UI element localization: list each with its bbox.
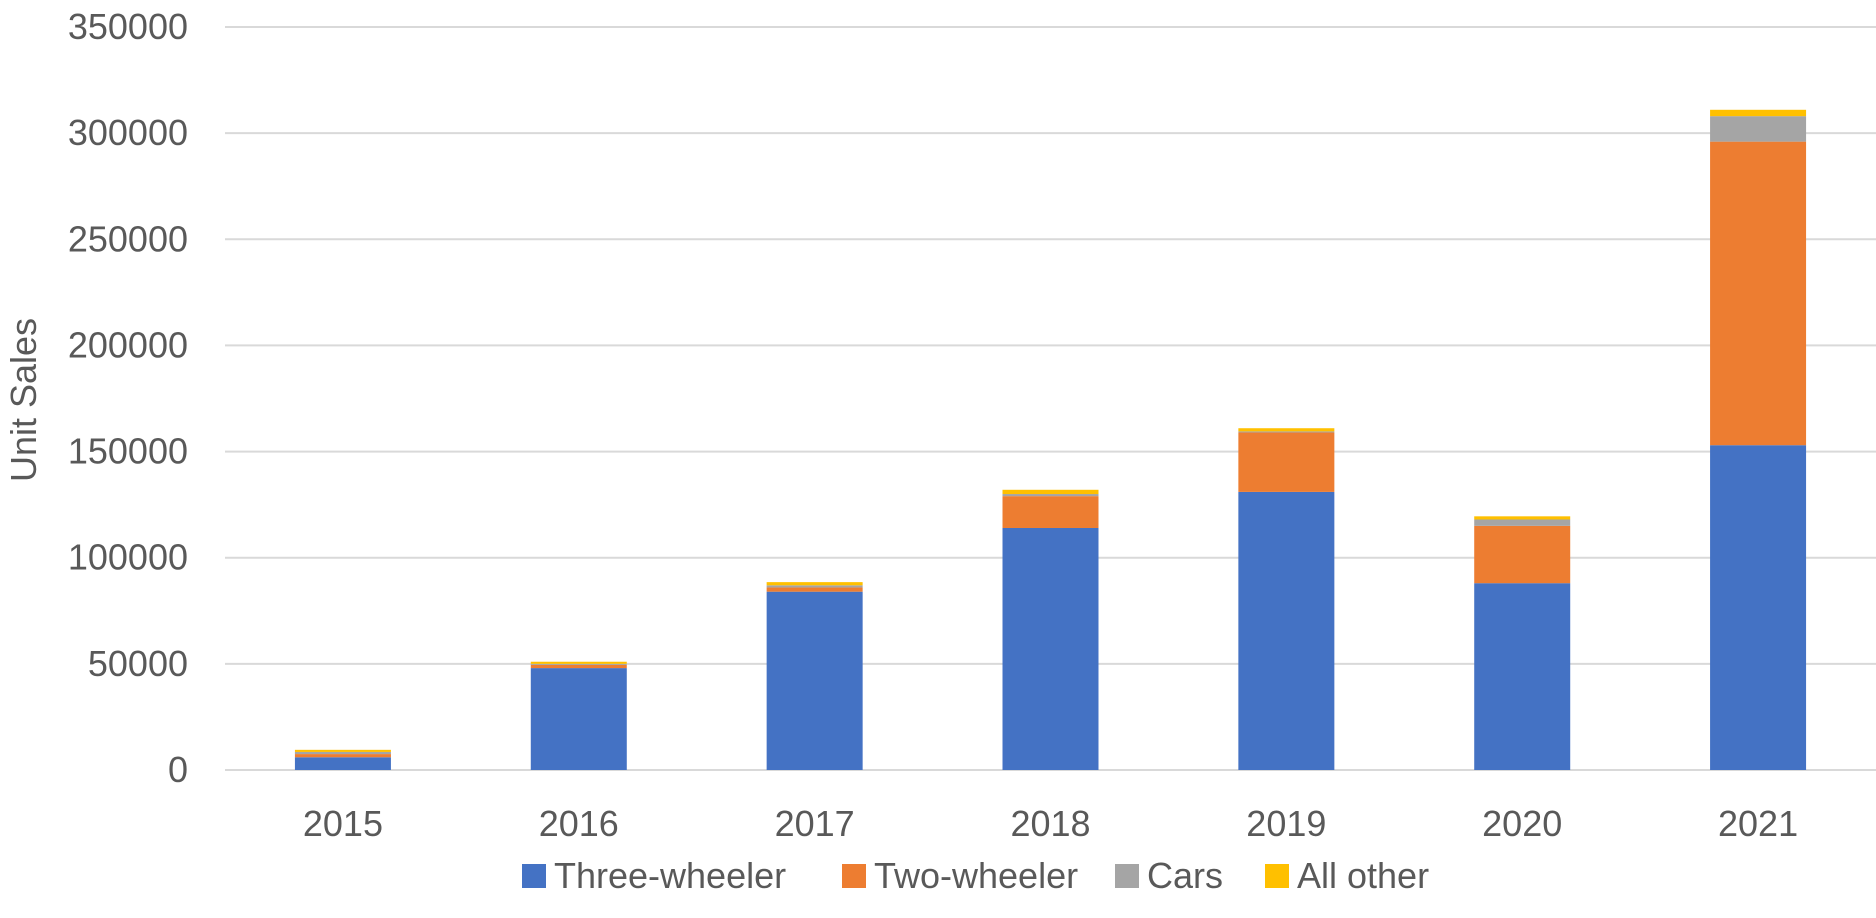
y-tick-label: 200000 xyxy=(68,324,188,365)
legend-item: Three-wheeler xyxy=(522,855,786,896)
y-tick-label: 100000 xyxy=(68,537,188,578)
y-tick-label: 300000 xyxy=(68,112,188,153)
x-tick-label: 2018 xyxy=(1010,803,1090,844)
bars xyxy=(294,109,1807,770)
y-tick-label: 150000 xyxy=(68,431,188,472)
bar-segment xyxy=(1238,428,1335,432)
bar-segment xyxy=(766,587,863,592)
x-tick-label: 2015 xyxy=(303,803,383,844)
bar-segment xyxy=(1002,496,1099,528)
y-tick-label: 350000 xyxy=(68,6,188,47)
bar-segment xyxy=(1474,583,1571,770)
bar-segment xyxy=(1474,516,1571,520)
y-tick-label: 0 xyxy=(168,749,188,790)
bar-segment xyxy=(1710,445,1807,770)
bar-segment xyxy=(1002,527,1099,770)
x-tick-label: 2016 xyxy=(539,803,619,844)
bar-segment xyxy=(1474,519,1571,526)
y-axis-ticks: 0 50000 100000 150000 200000 250000 300000 3500… xyxy=(68,6,188,790)
y-axis-title: Unit Sales xyxy=(3,318,44,482)
bar-segment xyxy=(530,663,627,665)
bar-segment xyxy=(766,582,863,586)
legend-swatch xyxy=(1115,864,1139,888)
bar-segment xyxy=(766,585,863,588)
bar-segment xyxy=(766,591,863,770)
legend-swatch xyxy=(522,864,546,888)
x-tick-label: 2021 xyxy=(1718,803,1798,844)
bar-segment xyxy=(530,661,627,664)
legend-label: All other xyxy=(1297,855,1429,896)
legend-item: Cars xyxy=(1115,855,1223,896)
legend-swatch xyxy=(1265,864,1289,888)
legend-swatch xyxy=(842,864,866,888)
legend-item: All other xyxy=(1265,855,1429,896)
bar-segment xyxy=(1474,525,1571,584)
bar-segment xyxy=(294,754,391,758)
legend-label: Three-wheeler xyxy=(554,855,786,896)
bar-segment xyxy=(1002,494,1099,497)
x-tick-label: 2017 xyxy=(775,803,855,844)
legend: Three-wheeler Two-wheeler Cars All other xyxy=(522,855,1429,896)
bar-segment xyxy=(294,751,391,755)
x-tick-label: 2019 xyxy=(1246,803,1326,844)
bar-segment xyxy=(1002,489,1099,495)
bar-segment xyxy=(1710,109,1807,117)
bar-segment xyxy=(530,664,627,669)
bar-segment xyxy=(294,757,391,770)
legend-label: Cars xyxy=(1147,855,1223,896)
x-axis-ticks: 2015 2016 2017 2018 2019 2020 2021 xyxy=(303,803,1798,844)
bar-segment xyxy=(294,749,391,752)
x-tick-label: 2020 xyxy=(1482,803,1562,844)
legend-item: Two-wheeler xyxy=(842,855,1078,896)
bar-segment xyxy=(1238,432,1335,492)
bar-segment xyxy=(1238,431,1335,433)
y-tick-label: 50000 xyxy=(88,643,188,684)
bar-segment xyxy=(530,668,627,770)
legend-label: Two-wheeler xyxy=(874,855,1078,896)
bar-segment xyxy=(1710,141,1807,446)
y-tick-label: 250000 xyxy=(68,218,188,259)
bar-segment xyxy=(1238,491,1335,770)
bar-segment xyxy=(1710,116,1807,142)
